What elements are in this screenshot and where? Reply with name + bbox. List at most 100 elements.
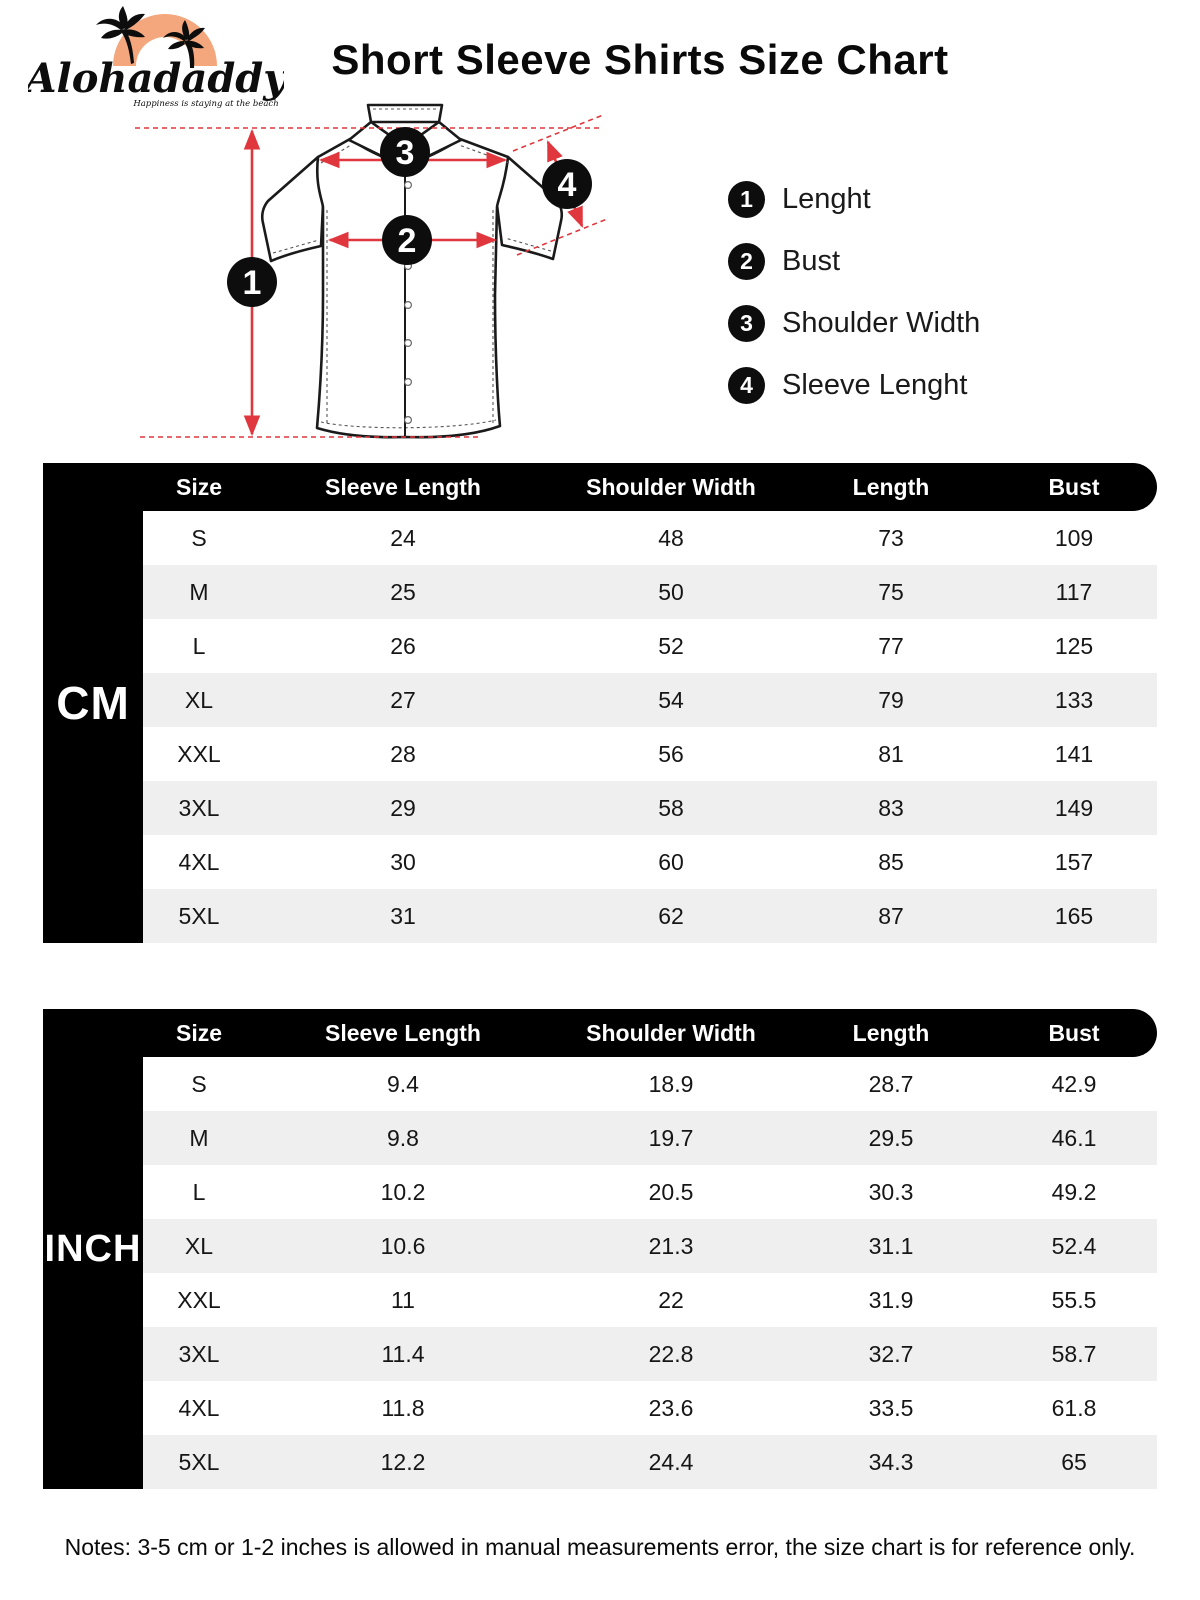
shoulder-cell: 22.8: [551, 1327, 791, 1381]
size-cell: 3XL: [143, 1327, 255, 1381]
column-header-sleeve-length: Sleeve Length: [255, 1009, 551, 1057]
shoulder-cell: 48: [551, 511, 791, 565]
size-cell: XL: [143, 673, 255, 727]
palm-tree-icon: [96, 6, 145, 64]
size-cell: M: [143, 565, 255, 619]
shoulder-cell: 52: [551, 619, 791, 673]
bust-cell: 141: [991, 727, 1157, 781]
bust-cell: 42.9: [991, 1057, 1157, 1111]
sleeve-cell: 31: [255, 889, 551, 943]
sleeve-cell: 26: [255, 619, 551, 673]
sleeve-cell: 9.4: [255, 1057, 551, 1111]
length-cell: 79: [791, 673, 991, 727]
bust-cell: 149: [991, 781, 1157, 835]
bust-cell: 157: [991, 835, 1157, 889]
length-cell: 31.1: [791, 1219, 991, 1273]
column-header-size: Size: [143, 463, 255, 511]
bust-cell: 52.4: [991, 1219, 1157, 1273]
shirt-measurement-diagram: 1 2 3 4: [135, 103, 608, 439]
measurement-note: Notes: 3-5 cm or 1-2 inches is allowed i…: [64, 1534, 1136, 1560]
legend-item-sleeve-length: 4 Sleeve Lenght: [728, 366, 1148, 404]
marker-3: 3: [396, 134, 415, 172]
column-header-shoulder-width: Shoulder Width: [551, 1009, 791, 1057]
shoulder-cell: 21.3: [551, 1219, 791, 1273]
size-cell: 5XL: [143, 1435, 255, 1489]
marker-2: 2: [398, 222, 417, 260]
table-row: S 24 48 73 109: [43, 511, 1157, 565]
length-cell: 77: [791, 619, 991, 673]
table-row: XXL 11 22 31.9 55.5: [43, 1273, 1157, 1327]
cm-unit-label: CM: [43, 463, 143, 943]
sleeve-cell: 11.8: [255, 1381, 551, 1435]
size-cell: XXL: [143, 1273, 255, 1327]
bust-cell: 125: [991, 619, 1157, 673]
cm-size-table: CM Size Sleeve Length Shoulder Width Len…: [43, 463, 1157, 943]
table-row: 3XL 11.4 22.8 32.7 58.7: [43, 1327, 1157, 1381]
legend-label: Lenght: [782, 182, 871, 215]
legend-label: Bust: [782, 244, 841, 277]
inch-unit-label: INCH: [43, 1009, 143, 1489]
legend-label: Sleeve Lenght: [782, 368, 968, 401]
table-row: 4XL 11.8 23.6 33.5 61.8: [43, 1381, 1157, 1435]
length-cell: 87: [791, 889, 991, 943]
table-row: M 25 50 75 117: [43, 565, 1157, 619]
legend-number-badge: 3: [728, 304, 765, 342]
table-row: XL 27 54 79 133: [43, 673, 1157, 727]
size-cell: XXL: [143, 727, 255, 781]
length-cell: 34.3: [791, 1435, 991, 1489]
size-cell: 4XL: [143, 835, 255, 889]
length-cell: 32.7: [791, 1327, 991, 1381]
sleeve-cell: 12.2: [255, 1435, 551, 1489]
legend-label: Shoulder Width: [782, 306, 981, 339]
table-row: S 9.4 18.9 28.7 42.9: [43, 1057, 1157, 1111]
shoulder-cell: 58: [551, 781, 791, 835]
bust-cell: 133: [991, 673, 1157, 727]
shoulder-cell: 22: [551, 1273, 791, 1327]
bust-cell: 49.2: [991, 1165, 1157, 1219]
table-row: XL 10.6 21.3 31.1 52.4: [43, 1219, 1157, 1273]
legend-item-shoulder-width: 3 Shoulder Width: [728, 304, 1148, 342]
length-cell: 83: [791, 781, 991, 835]
sleeve-cell: 9.8: [255, 1111, 551, 1165]
shoulder-cell: 18.9: [551, 1057, 791, 1111]
length-cell: 29.5: [791, 1111, 991, 1165]
bust-cell: 109: [991, 511, 1157, 565]
length-cell: 81: [791, 727, 991, 781]
shoulder-cell: 20.5: [551, 1165, 791, 1219]
page-title: Short Sleeve Shirts Size Chart: [331, 36, 949, 83]
size-cell: S: [143, 511, 255, 565]
table-row: L 26 52 77 125: [43, 619, 1157, 673]
shoulder-cell: 54: [551, 673, 791, 727]
bust-cell: 55.5: [991, 1273, 1157, 1327]
sleeve-cell: 30: [255, 835, 551, 889]
table-row: XXL 28 56 81 141: [43, 727, 1157, 781]
length-cell: 85: [791, 835, 991, 889]
sleeve-cell: 11: [255, 1273, 551, 1327]
sleeve-cell: 25: [255, 565, 551, 619]
bust-cell: 61.8: [991, 1381, 1157, 1435]
length-cell: 75: [791, 565, 991, 619]
column-header-size: Size: [143, 1009, 255, 1057]
sleeve-cell: 29: [255, 781, 551, 835]
column-header-bust: Bust: [991, 463, 1157, 511]
legend-number-badge: 1: [728, 180, 765, 218]
table-row: L 10.2 20.5 30.3 49.2: [43, 1165, 1157, 1219]
legend-item-bust: 2 Bust: [728, 242, 1148, 280]
inch-size-table: INCH Size Sleeve Length Shoulder Width L…: [43, 1009, 1157, 1489]
sleeve-cell: 10.6: [255, 1219, 551, 1273]
legend-item-length: 1 Lenght: [728, 180, 1148, 218]
brand-logo: Alohadaddy Happiness is staying at the b…: [28, 6, 284, 109]
sleeve-cell: 28: [255, 727, 551, 781]
sleeve-cell: 11.4: [255, 1327, 551, 1381]
sleeve-cell: 24: [255, 511, 551, 565]
table-row: 3XL 29 58 83 149: [43, 781, 1157, 835]
shoulder-cell: 62: [551, 889, 791, 943]
length-cell: 33.5: [791, 1381, 991, 1435]
shoulder-cell: 56: [551, 727, 791, 781]
column-header-sleeve-length: Sleeve Length: [255, 463, 551, 511]
shoulder-cell: 24.4: [551, 1435, 791, 1489]
sleeve-cell: 10.2: [255, 1165, 551, 1219]
size-cell: 4XL: [143, 1381, 255, 1435]
size-cell: M: [143, 1111, 255, 1165]
